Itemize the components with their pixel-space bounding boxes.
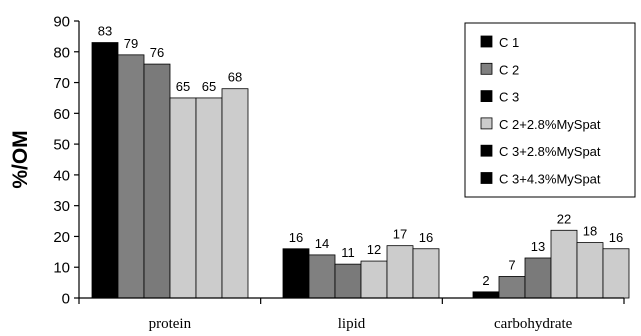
bar-value-label: 11 — [341, 245, 355, 260]
bar — [334, 263, 362, 299]
legend-box — [464, 22, 636, 198]
legend-label: C 3+2.8%MySpat — [499, 144, 601, 159]
x-category-label: protein — [149, 316, 192, 331]
bar — [524, 257, 552, 299]
bar-value-label: 16 — [609, 230, 623, 245]
data-labels: 83 79 76 65 65 68 16 14 11 12 17 16 2 7 13 22 18 16 — [98, 24, 623, 288]
y-axis-title: %/OM — [9, 130, 32, 188]
bar — [282, 248, 310, 299]
legend-swatch — [480, 35, 493, 48]
y-tick-label: 90 — [53, 14, 70, 31]
bar-value-label: 65 — [176, 79, 190, 94]
bar-value-label: 83 — [98, 24, 112, 39]
bar — [550, 229, 578, 299]
legend: C 1 C 2 C 3 C 2+2.8%MySpat C 3+2.8%MySpat C 3… — [464, 22, 636, 198]
bar-value-label: 14 — [315, 236, 329, 251]
legend-label: C 2 — [499, 62, 519, 77]
legend-swatch — [480, 117, 493, 130]
bar — [308, 254, 336, 299]
bar-value-label: 22 — [557, 211, 571, 226]
legend-label: C 3+4.3%MySpat — [499, 172, 601, 187]
y-tick-label: 30 — [53, 198, 70, 215]
bar-value-label: 7 — [508, 257, 515, 272]
bar-value-label: 17 — [393, 227, 407, 242]
bar — [386, 245, 414, 299]
bar-value-label: 2 — [482, 273, 489, 288]
bar-value-label: 18 — [583, 224, 597, 239]
bar-value-label: 79 — [124, 36, 138, 51]
bar — [91, 42, 119, 299]
y-tick-label: 50 — [53, 137, 70, 154]
bar-value-label: 16 — [419, 230, 433, 245]
y-tick-label: 80 — [53, 44, 70, 61]
bar — [602, 248, 630, 299]
bar-value-label: 12 — [367, 242, 381, 257]
legend-label: C 3 — [499, 90, 519, 105]
bar-value-label: 65 — [202, 79, 216, 94]
bar — [117, 54, 145, 299]
bar — [360, 260, 388, 299]
bars — [91, 42, 630, 299]
bar-value-label: 16 — [289, 230, 303, 245]
bar — [195, 97, 223, 299]
y-tick-label: 20 — [53, 229, 70, 246]
bar-value-label: 13 — [531, 239, 545, 254]
y-tick-label: 40 — [53, 167, 70, 184]
legend-label: C 2+2.8%MySpat — [499, 117, 601, 132]
x-category-label: carbohydrate — [494, 316, 573, 331]
bar-value-label: 76 — [150, 45, 164, 60]
y-tick-label: 70 — [53, 75, 70, 92]
x-axis: protein lipid carbohydrate — [78, 297, 625, 332]
y-tick-label: 0 — [62, 291, 70, 308]
y-axis: 0 10 20 30 40 50 60 70 80 90 — [53, 14, 80, 308]
legend-swatch — [480, 62, 493, 75]
bar — [169, 97, 197, 299]
bar — [472, 291, 500, 299]
bar — [412, 248, 440, 299]
x-category-label: lipid — [338, 316, 366, 331]
bar — [143, 63, 171, 299]
y-tick-label: 10 — [53, 260, 70, 277]
bar — [221, 88, 249, 299]
bar-value-label: 68 — [228, 70, 242, 85]
y-tick-label: 60 — [53, 106, 70, 123]
bar — [498, 276, 526, 299]
legend-swatch — [480, 172, 493, 184]
bar — [576, 242, 604, 299]
legend-label: C 1 — [499, 35, 519, 50]
legend-swatch — [480, 90, 493, 102]
legend-swatch — [480, 144, 493, 157]
